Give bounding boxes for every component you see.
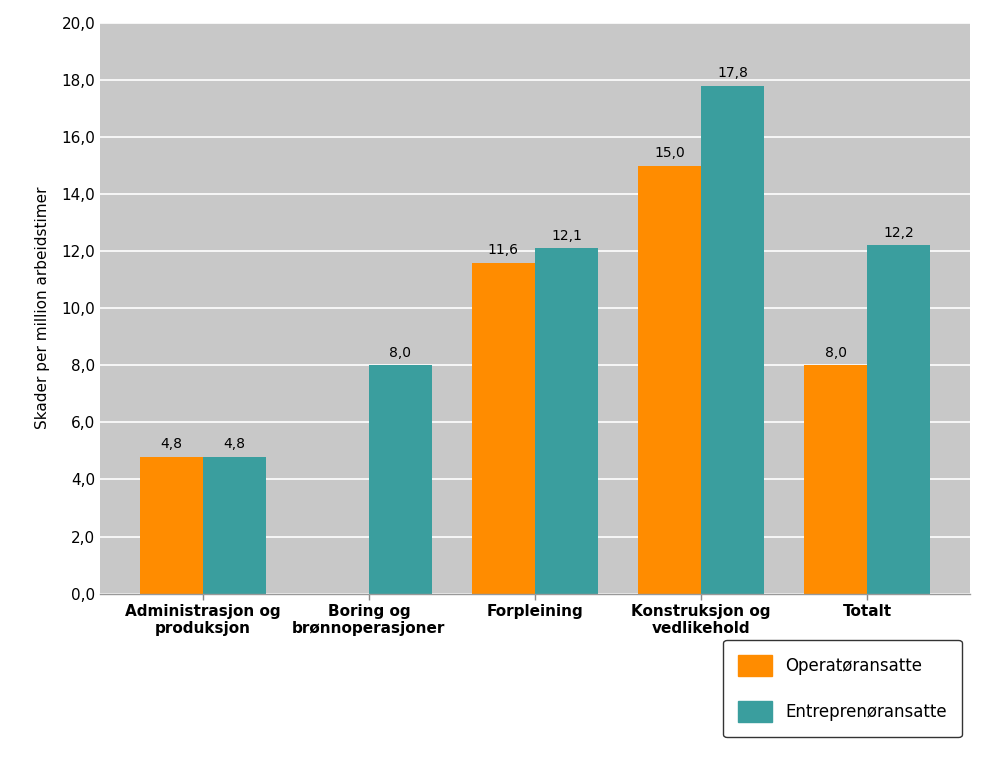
Text: 4,8: 4,8 — [223, 438, 245, 451]
Text: 4,8: 4,8 — [160, 438, 182, 451]
Text: 8,0: 8,0 — [389, 346, 411, 360]
Bar — [867, 245, 930, 594]
Text: 12,1: 12,1 — [551, 229, 582, 244]
Bar — [638, 166, 701, 594]
Bar — [140, 457, 203, 594]
Bar — [203, 457, 266, 594]
Bar — [804, 365, 867, 594]
Legend: Operatøransatte, Entreprenøransatte: Operatøransatte, Entreprenøransatte — [723, 639, 962, 737]
Text: 8,0: 8,0 — [825, 346, 847, 360]
Bar — [369, 365, 432, 594]
Bar — [535, 248, 598, 594]
Bar — [472, 263, 535, 594]
Bar — [701, 85, 764, 594]
Text: 12,2: 12,2 — [884, 226, 914, 240]
Text: 17,8: 17,8 — [717, 66, 748, 81]
Text: 11,6: 11,6 — [488, 244, 519, 257]
Text: 15,0: 15,0 — [654, 146, 685, 161]
Y-axis label: Skader per million arbeidstimer: Skader per million arbeidstimer — [35, 187, 50, 429]
